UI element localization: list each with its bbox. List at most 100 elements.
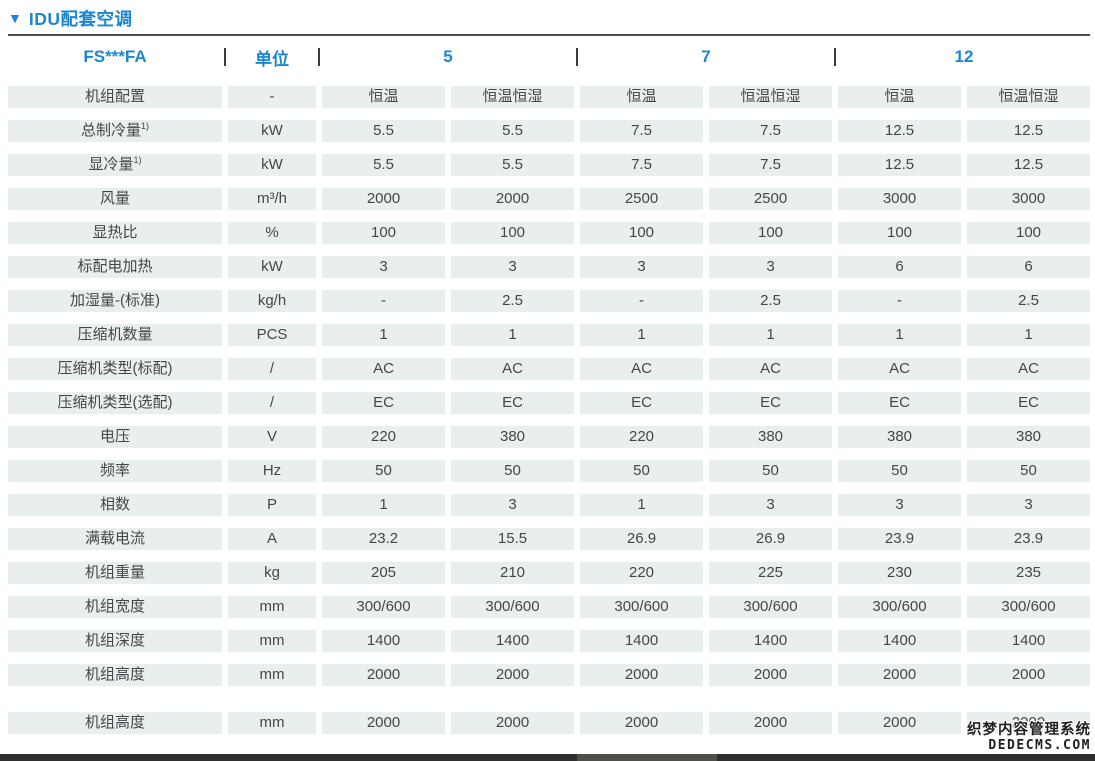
- row-value: 2.5: [451, 290, 574, 312]
- row-value: 50: [838, 460, 961, 482]
- table-row: 压缩机数量 PCS 1 1 1 1 1 1: [8, 324, 1090, 346]
- row-unit: mm: [228, 596, 316, 618]
- row-value: 7.5: [709, 154, 832, 176]
- row-value: 225: [709, 562, 832, 584]
- row-unit: P: [228, 494, 316, 516]
- table-row: 风量 m³/h 2000 2000 2500 2500 3000 3000: [8, 188, 1090, 210]
- row-value: 2500: [580, 188, 703, 210]
- row-label: 风量: [8, 188, 222, 210]
- row-value: 恒温: [322, 86, 445, 108]
- row-label: 压缩机类型(选配): [8, 392, 222, 414]
- row-value: 3: [322, 256, 445, 278]
- row-value: 1: [580, 324, 703, 346]
- row-value: 3000: [838, 188, 961, 210]
- row-value: 5.5: [451, 154, 574, 176]
- row-value: 210: [451, 562, 574, 584]
- row-value: 380: [709, 426, 832, 448]
- row-value: 1: [838, 324, 961, 346]
- row-value: EC: [451, 392, 574, 414]
- row-label: 机组高度: [8, 664, 222, 686]
- row-value: -: [580, 290, 703, 312]
- row-value: 2000: [322, 188, 445, 210]
- table-row: 满载电流 A 23.2 15.5 26.9 26.9 23.9 23.9: [8, 528, 1090, 550]
- row-value: 1: [967, 324, 1090, 346]
- row-unit: kW: [228, 154, 316, 176]
- row-value: 100: [451, 222, 574, 244]
- row-value: 3: [451, 256, 574, 278]
- row-value: 7.5: [580, 154, 703, 176]
- header-unit: 单位: [228, 45, 316, 70]
- row-label: 加湿量-(标准): [8, 290, 222, 312]
- row-value: AC: [838, 358, 961, 380]
- header-group-12: 12: [838, 47, 1090, 67]
- row-value: 300/600: [709, 596, 832, 618]
- row-value: 2000: [451, 664, 574, 686]
- row-value: 1: [322, 494, 445, 516]
- row-value: 12.5: [838, 120, 961, 142]
- scrollbar-thumb[interactable]: [577, 754, 717, 761]
- row-value: 7.5: [709, 120, 832, 142]
- row-value: 恒温恒湿: [967, 86, 1090, 108]
- row-value: 3: [709, 256, 832, 278]
- header-group-5: 5: [322, 47, 574, 67]
- row-label: 电压: [8, 426, 222, 448]
- row-value: 6: [967, 256, 1090, 278]
- cms-watermark: 织梦内容管理系统 DEDECMS.COM: [967, 722, 1091, 753]
- row-value: -: [838, 290, 961, 312]
- row-unit: /: [228, 392, 316, 414]
- row-value: EC: [838, 392, 961, 414]
- row-value: 2000: [838, 712, 961, 734]
- row-value: 50: [709, 460, 832, 482]
- row-value: 12.5: [838, 154, 961, 176]
- row-value: 1400: [322, 630, 445, 652]
- row-label: 压缩机类型(标配): [8, 358, 222, 380]
- row-value: 2000: [580, 712, 703, 734]
- row-value: EC: [709, 392, 832, 414]
- row-unit: kW: [228, 120, 316, 142]
- row-value: 6: [838, 256, 961, 278]
- horizontal-scrollbar[interactable]: [0, 754, 1095, 761]
- row-value: 12.5: [967, 120, 1090, 142]
- row-value: 23.9: [967, 528, 1090, 550]
- table-row: 机组深度 mm 1400 1400 1400 1400 1400 1400: [8, 630, 1090, 652]
- row-value: 26.9: [580, 528, 703, 550]
- row-value: 2000: [322, 712, 445, 734]
- row-label: 显热比: [8, 222, 222, 244]
- row-value: 300/600: [838, 596, 961, 618]
- row-value: 2000: [580, 664, 703, 686]
- row-value: 1: [709, 324, 832, 346]
- row-value: 50: [580, 460, 703, 482]
- row-value: 26.9: [709, 528, 832, 550]
- row-value: 3: [838, 494, 961, 516]
- table-row: 机组高度 mm 2000 2000 2000 2000 2000 2000: [8, 664, 1090, 686]
- row-label: 总制冷量1): [8, 120, 222, 142]
- row-unit: mm: [228, 664, 316, 686]
- row-value: AC: [709, 358, 832, 380]
- row-value: AC: [322, 358, 445, 380]
- row-value: 300/600: [451, 596, 574, 618]
- content-area: ▼ IDU配套空调 FS***FA 单位 5 7 12 机组配置 - 恒温 恒温恒湿恒…: [8, 0, 1090, 746]
- row-value: 3000: [967, 188, 1090, 210]
- row-value: 300/600: [580, 596, 703, 618]
- row-value: 23.9: [838, 528, 961, 550]
- section-marker-icon: ▼: [8, 10, 22, 26]
- row-unit: A: [228, 528, 316, 550]
- row-label: 机组深度: [8, 630, 222, 652]
- row-value: 2000: [322, 664, 445, 686]
- row-value: 50: [322, 460, 445, 482]
- row-value: 2000: [967, 664, 1090, 686]
- row-value: 1400: [967, 630, 1090, 652]
- row-value: EC: [967, 392, 1090, 414]
- row-unit: -: [228, 86, 316, 108]
- row-value: 2000: [709, 712, 832, 734]
- row-value: 2000: [709, 664, 832, 686]
- row-value: 100: [838, 222, 961, 244]
- row-value: EC: [322, 392, 445, 414]
- row-value: 380: [967, 426, 1090, 448]
- row-label-footnote: 1): [133, 155, 142, 165]
- row-value: AC: [967, 358, 1090, 380]
- row-value: -: [322, 290, 445, 312]
- row-value: 5.5: [322, 154, 445, 176]
- table-row: 机组配置 - 恒温 恒温恒湿 恒温 恒温恒湿 恒温 恒温恒湿: [8, 86, 1090, 108]
- row-label: 压缩机数量: [8, 324, 222, 346]
